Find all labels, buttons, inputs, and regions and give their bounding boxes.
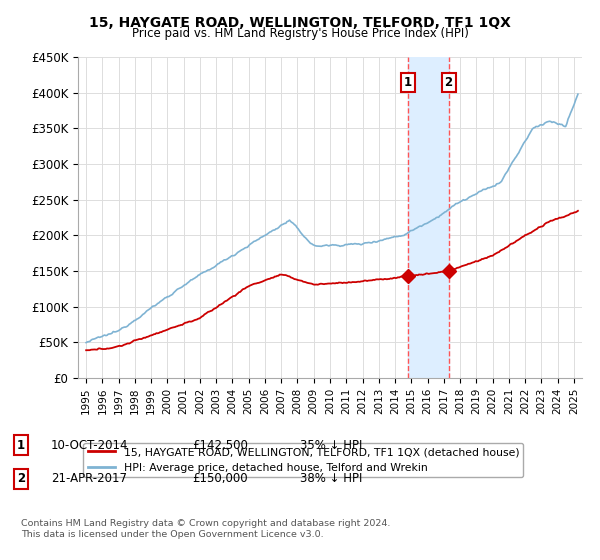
Text: 15, HAYGATE ROAD, WELLINGTON, TELFORD, TF1 1QX: 15, HAYGATE ROAD, WELLINGTON, TELFORD, T… [89,16,511,30]
Legend: 15, HAYGATE ROAD, WELLINGTON, TELFORD, TF1 1QX (detached house), HPI: Average pr: 15, HAYGATE ROAD, WELLINGTON, TELFORD, T… [83,443,523,477]
Text: 35% ↓ HPI: 35% ↓ HPI [300,438,362,452]
Text: 1: 1 [17,438,25,452]
Text: 21-APR-2017: 21-APR-2017 [51,472,127,486]
Text: 1: 1 [404,76,412,88]
Text: 2: 2 [445,76,453,88]
Text: 10-OCT-2014: 10-OCT-2014 [51,438,128,452]
Text: Contains HM Land Registry data © Crown copyright and database right 2024.
This d: Contains HM Land Registry data © Crown c… [21,519,391,539]
Text: Price paid vs. HM Land Registry's House Price Index (HPI): Price paid vs. HM Land Registry's House … [131,27,469,40]
Text: 38% ↓ HPI: 38% ↓ HPI [300,472,362,486]
Text: 2: 2 [17,472,25,486]
Bar [408,57,449,378]
Text: £150,000: £150,000 [192,472,248,486]
Text: £142,500: £142,500 [192,438,248,452]
